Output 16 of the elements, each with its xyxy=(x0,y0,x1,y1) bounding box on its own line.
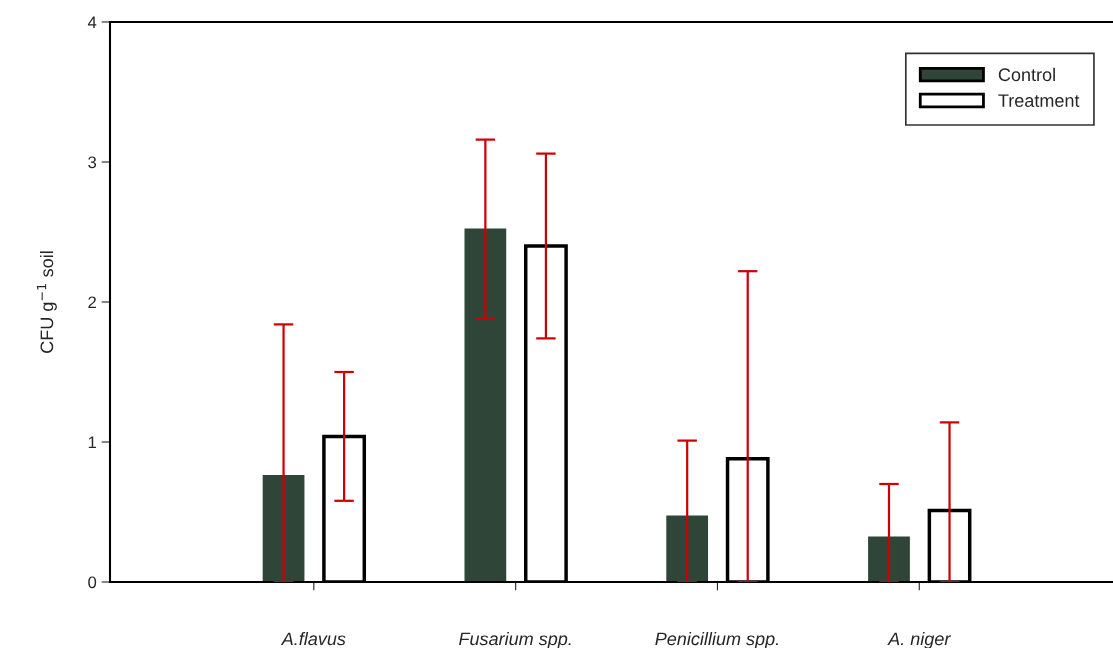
x-tick-label: A.flavus xyxy=(280,632,346,646)
y-tick-label: 4 xyxy=(87,16,97,29)
y-tick-label: 1 xyxy=(88,436,96,449)
bar xyxy=(262,474,305,582)
y-tick-label: 0 xyxy=(88,576,97,589)
x-tick-label: A. niger xyxy=(887,632,951,648)
legend-label: Treatment xyxy=(998,94,1080,107)
bar xyxy=(868,536,910,582)
x-tick-label: Penicillium spp. xyxy=(655,632,778,648)
y-tick-label: 2 xyxy=(88,296,96,309)
y-axis-title: CFU g$^{−1}$ soil xyxy=(36,251,57,353)
x-tick-label: Fusarium spp. xyxy=(459,632,571,648)
bar xyxy=(666,515,709,582)
bar xyxy=(464,228,507,582)
legend-label: Control xyxy=(998,67,1055,82)
y-tick-label: 3 xyxy=(88,156,97,169)
